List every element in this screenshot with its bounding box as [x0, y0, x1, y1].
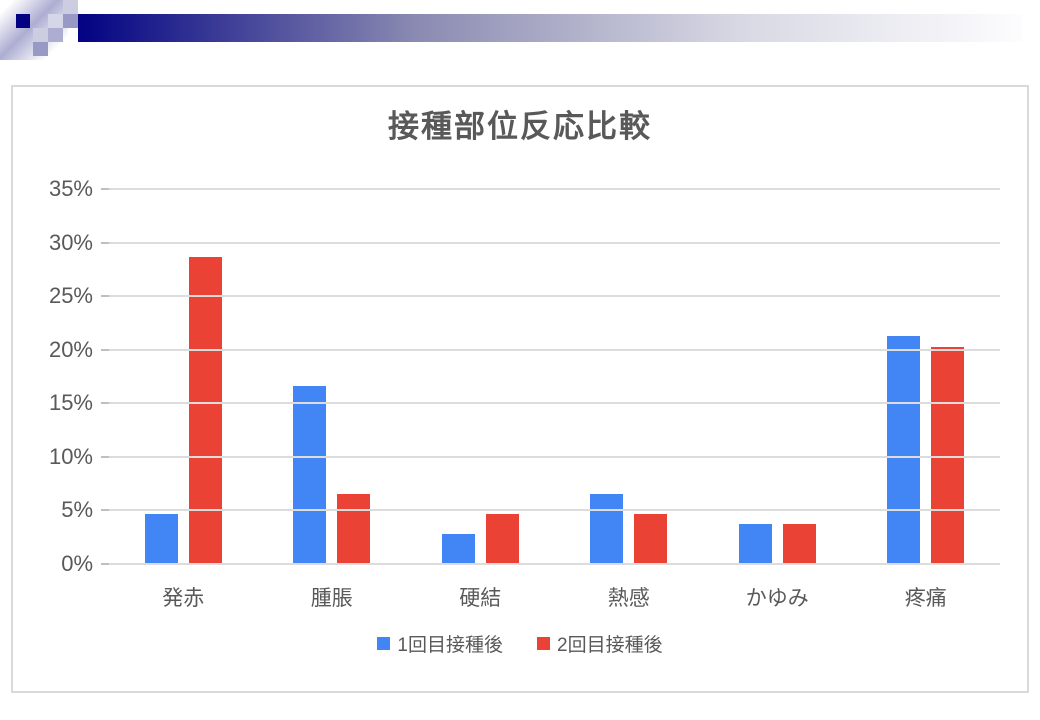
decor-square [33, 28, 48, 42]
decor-square [48, 14, 63, 28]
bar-group-3 [555, 189, 704, 564]
bar-series1-硬結 [441, 534, 475, 564]
legend: 1回目接種後 2回目接種後 [13, 630, 1027, 657]
gridline [109, 455, 1000, 458]
bar-series2-疼痛 [931, 346, 965, 564]
gridline [109, 402, 1000, 405]
chart-title: 接種部位反応比較 [388, 109, 652, 144]
y-axis-label: 0% [61, 551, 93, 576]
bar-group-4 [703, 189, 852, 564]
gridline [109, 188, 1000, 190]
bar-series2-かゆみ [782, 524, 816, 564]
bar-series2-熱感 [634, 513, 668, 564]
bar-group-0 [109, 189, 258, 564]
gridline [109, 509, 1000, 512]
x-axis-label-5: 疼痛 [904, 587, 947, 610]
gridline [109, 295, 1000, 298]
gridline [109, 348, 1000, 351]
chart-card: 接種部位反応比較 35% 30% 25% 20% 15% 10% 5% 0% 発赤 腫脹 硬結 熱感… [11, 85, 1029, 693]
decor-square [63, 0, 78, 14]
decor-square [63, 14, 78, 28]
legend-swatch-icon [377, 637, 391, 650]
bar-series1-疼痛 [887, 335, 921, 564]
legend-item-1: 1回目接種後 [377, 630, 503, 657]
y-axis-label: 25% [48, 283, 93, 309]
y-axis-label: 30% [48, 229, 93, 255]
bar-series1-腫脹 [293, 386, 327, 564]
decor-square [48, 28, 63, 42]
x-axis-label-0: 発赤 [162, 587, 205, 610]
y-axis-tick [101, 241, 109, 244]
x-axis-label-1: 腫脹 [310, 587, 353, 610]
legend-label: 1回目接種後 [397, 635, 503, 656]
bar-series2-硬結 [485, 513, 519, 564]
legend-item-2: 2回目接種後 [537, 630, 663, 657]
y-axis-tick [101, 563, 109, 565]
header-gradient-bar [78, 14, 1023, 42]
legend-swatch-icon [537, 637, 550, 650]
y-axis-tick [101, 348, 109, 351]
gridline [109, 241, 1000, 244]
plot-area: 35% 30% 25% 20% 15% 10% 5% 0% [49, 176, 1000, 576]
y-axis-tick [101, 402, 109, 405]
bar-series2-発赤 [188, 256, 222, 564]
bar-series2-腫脹 [337, 494, 371, 564]
y-axis-label: 35% [48, 176, 93, 201]
bar-series1-かゆみ [738, 524, 772, 564]
bar-group-2 [406, 189, 555, 564]
y-axis-tick [101, 455, 109, 458]
decor-square [33, 42, 48, 56]
y-axis-tick [101, 295, 109, 298]
y-axis-label: 10% [48, 443, 93, 469]
bar-group-5 [852, 189, 1001, 564]
decor-square-navy [16, 14, 30, 28]
y-axis-label: 15% [48, 390, 93, 416]
y-axis-tick [101, 188, 109, 190]
bar-group-1 [258, 189, 407, 564]
legend-label: 2回目接種後 [557, 635, 663, 656]
gridline [109, 563, 1000, 565]
x-axis-label-4: かゆみ [745, 587, 809, 610]
y-axis-label: 20% [48, 336, 93, 362]
bar-series1-発赤 [144, 513, 178, 564]
bar-groups [109, 189, 1000, 564]
x-axis-label-3: 熱感 [607, 587, 650, 610]
x-axis-labels: 発赤 腫脹 硬結 熱感 かゆみ 疼痛 [109, 582, 1000, 612]
y-axis-tick [101, 509, 109, 512]
bar-series1-熱感 [590, 494, 624, 564]
slide-header-decoration [0, 0, 1040, 70]
x-axis-label-2: 硬結 [459, 587, 502, 610]
y-axis-label: 5% [61, 497, 93, 523]
